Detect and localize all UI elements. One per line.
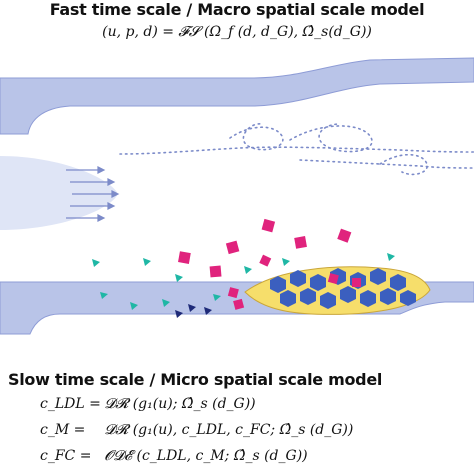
macrophage-equation-lhs: c_M =: [40, 422, 86, 438]
ldl-equation-lhs: c_LDL =: [40, 396, 101, 412]
macrophage-equation: c_M = 𝓓𝓡 (g₁(u), c_LDL, c_FC; Ω̂_s (d_G)…: [40, 422, 353, 438]
upper-vessel-wall: [0, 57, 474, 135]
ldl-equation-rhs: 𝓓𝓡 (g₁(u); Ω̂_s (d_G)): [104, 396, 256, 412]
macrophage-equation-rhs: 𝓓𝓡 (g₁(u), c_LDL, c_FC; Ω̂_s (d_G)): [104, 422, 354, 438]
foam-cell-equation: c_FC = 𝓞𝓓𝓔 (c_LDL, c_M; Ω̂_s (d_G)): [40, 448, 308, 464]
fast-scale-heading: Fast time scale / Macro spatial scale mo…: [49, 0, 425, 19]
ldl-particles: [178, 218, 352, 278]
foam-cell-equation-rhs: 𝓞𝓓𝓔 (c_LDL, c_M; Ω̂_s (d_G)): [104, 448, 308, 464]
macrophages: [175, 304, 212, 318]
monocytes: [92, 253, 395, 310]
dotted-streamlines: [119, 123, 474, 176]
flow-arrows: [66, 166, 120, 222]
foam-cell-equation-lhs: c_FC =: [40, 448, 92, 464]
plaque-ldl-particles: [227, 273, 361, 310]
foam-cells: [270, 268, 416, 309]
velocity-profile: [0, 156, 118, 230]
ldl-equation: c_LDL = 𝓓𝓡 (g₁(u); Ω̂_s (d_G)): [40, 396, 256, 412]
slow-scale-heading: Slow time scale / Micro spatial scale mo…: [8, 370, 383, 389]
artery-diagram: [0, 57, 474, 335]
macro-model-equation: (u, p, d) = 𝓕𝓢 (Ω_f (d, d_G), Ω̂_s(d_G)): [102, 24, 372, 40]
